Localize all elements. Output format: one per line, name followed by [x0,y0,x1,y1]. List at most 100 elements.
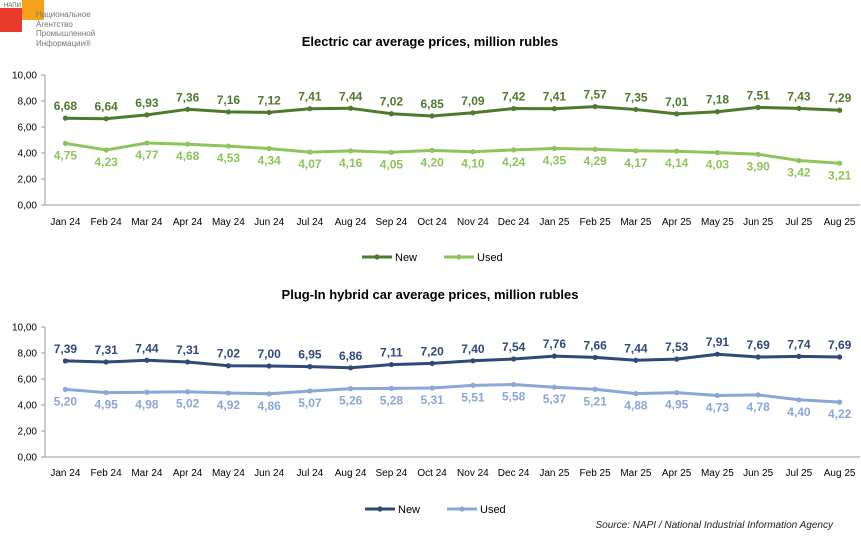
chart2-series-used-line [63,383,842,404]
chart1-series-new-line [63,105,842,121]
chart1-used-data-label: 4,23 [94,155,118,169]
chart1-y-tick-label: 8,00 [18,97,38,108]
chart2-new-data-label: 7,76 [543,337,567,351]
chart1-x-tick-label: Jul 24 [297,217,324,228]
chart2-x-tick-label: May 24 [212,468,245,479]
chart1-new-point [144,112,150,118]
chart2-x-tick-label: Mar 24 [131,468,163,479]
chart2-used-point [592,386,598,392]
chart2-x-tick-label: Feb 24 [91,468,123,479]
chart1-series-used-line [63,141,842,165]
chart2-used-point [551,384,557,390]
chart1-used-data-label: 4,17 [624,156,648,170]
chart2-y-tick-label: 0,00 [18,453,38,464]
logo-tag: НАПИ [4,3,21,9]
chart2-new-point [62,358,68,364]
chart1-used-data-label: 4,53 [217,151,241,165]
source-note: Source: NAPI / National Industrial Infor… [595,520,833,531]
chart2-x-tick-label: Oct 24 [417,468,447,479]
chart1-used-point [185,141,191,147]
chart1-x-tick-label: Feb 25 [580,217,612,228]
chart2-new-data-label: 7,66 [583,338,607,352]
chart2-x-tick-label: Apr 24 [173,468,203,479]
chart2-legend-used-marker [459,506,465,512]
chart1-legend-used-marker [456,254,462,260]
chart2-used-point [103,390,109,396]
chart2-used-point [674,390,680,396]
chart1-x-tick-label: Jan 25 [539,217,569,228]
chart1-used-data-label: 3,21 [828,168,852,182]
chart1-x-tick-label: Jul 25 [786,217,813,228]
chart2-used-data-label: 4,92 [217,398,241,412]
chart2-used-point [837,399,843,405]
chart1-used-point [511,147,517,153]
chart2-x-tick-label: Jun 24 [254,468,284,479]
chart1-legend-new-marker [374,254,380,260]
chart2-used-data-label: 4,95 [665,398,689,412]
chart2-used-point [348,386,354,392]
chart2-new-data-label: 7,69 [828,338,852,352]
chart1-y-tick-label: 0,00 [18,201,38,212]
chart2-x-tick-label: Jun 25 [743,468,773,479]
chart2-used-data-label: 5,20 [54,394,78,408]
chart2-new-data-label: 6,86 [339,349,363,363]
chart1-used-point [551,145,557,152]
chart1-new-point [388,111,394,117]
chart2-used-point [429,385,435,391]
chart2-series-new-line [63,352,842,370]
chart2-new-data-label: 7,02 [217,347,241,361]
chart2-x-tick-label: Jul 25 [786,468,813,479]
chart1-x-tick-label: Oct 24 [417,217,447,228]
chart1-new-point [511,105,517,112]
chart2-new-data-label: 7,74 [787,337,811,351]
chart1-y-tick-label: 2,00 [18,175,38,186]
chart2-new-data-label: 7,54 [502,340,526,354]
chart2-new-point [470,358,476,364]
chart1-x-tick-label: Dec 24 [498,217,530,228]
chart1-used-point [633,148,639,154]
chart2-used-point [307,388,313,394]
chart2-y-tick-label: 2,00 [18,427,38,438]
chart1-x-tick-label: Jun 24 [254,217,284,228]
chart2-x-tick-label: Sep 24 [376,468,408,479]
chart2-x-tick-label: Feb 25 [580,468,612,479]
chart2-new-data-label: 7,11 [380,346,403,360]
chart1-new-point [185,106,191,112]
chart1-new-point [674,111,680,117]
chart1-new-data-label: 7,41 [543,90,567,104]
chart2-new-point [755,354,761,360]
chart1-x-tick-label: Sep 24 [376,217,408,228]
chart1-new-data-label: 6,64 [94,100,118,114]
chart2-new-point [551,353,557,359]
chart2-new-data-label: 7,91 [706,335,730,349]
chart2-new-point [429,360,435,366]
chart1-used-data-label: 4,75 [54,148,78,162]
chart1-new-point [796,105,802,112]
chart1-used-data-label: 4,68 [176,149,200,163]
chart1-new-data-label: 6,85 [420,97,444,111]
chart2-used-point [511,381,517,388]
chart1-new-data-label: 7,44 [339,89,363,103]
chart1-new-point [429,113,435,119]
chart2-x-tick-label: Apr 25 [662,468,692,479]
chart2-new-data-label: 7,40 [461,342,485,356]
chart2-title: Plug-In hybrid car average prices, milli… [282,287,579,302]
chart1-used-point [348,148,354,154]
chart1-used-point [62,140,68,146]
chart2-used-data-label: 5,07 [298,396,322,410]
chart2-new-point [592,354,598,361]
chart2-used-point [470,382,476,388]
chart2-new-data-label: 7,39 [54,342,78,356]
chart1-x-tick-label: Jun 25 [743,217,773,228]
chart2-new-data-label: 6,95 [298,348,322,362]
chart2-used-data-label: 5,02 [176,397,200,411]
chart2-used-point [185,389,191,395]
chart2-new-point [103,359,109,365]
chart1-new-point [307,106,313,112]
chart2-used-data-label: 4,73 [706,401,730,415]
chart2-x-tick-label: Aug 24 [335,468,367,479]
chart1-new-point [470,110,476,116]
chart2-used-point [388,385,394,391]
chart2-used-point [633,390,639,397]
chart1-y-tick-label: 6,00 [18,123,38,134]
